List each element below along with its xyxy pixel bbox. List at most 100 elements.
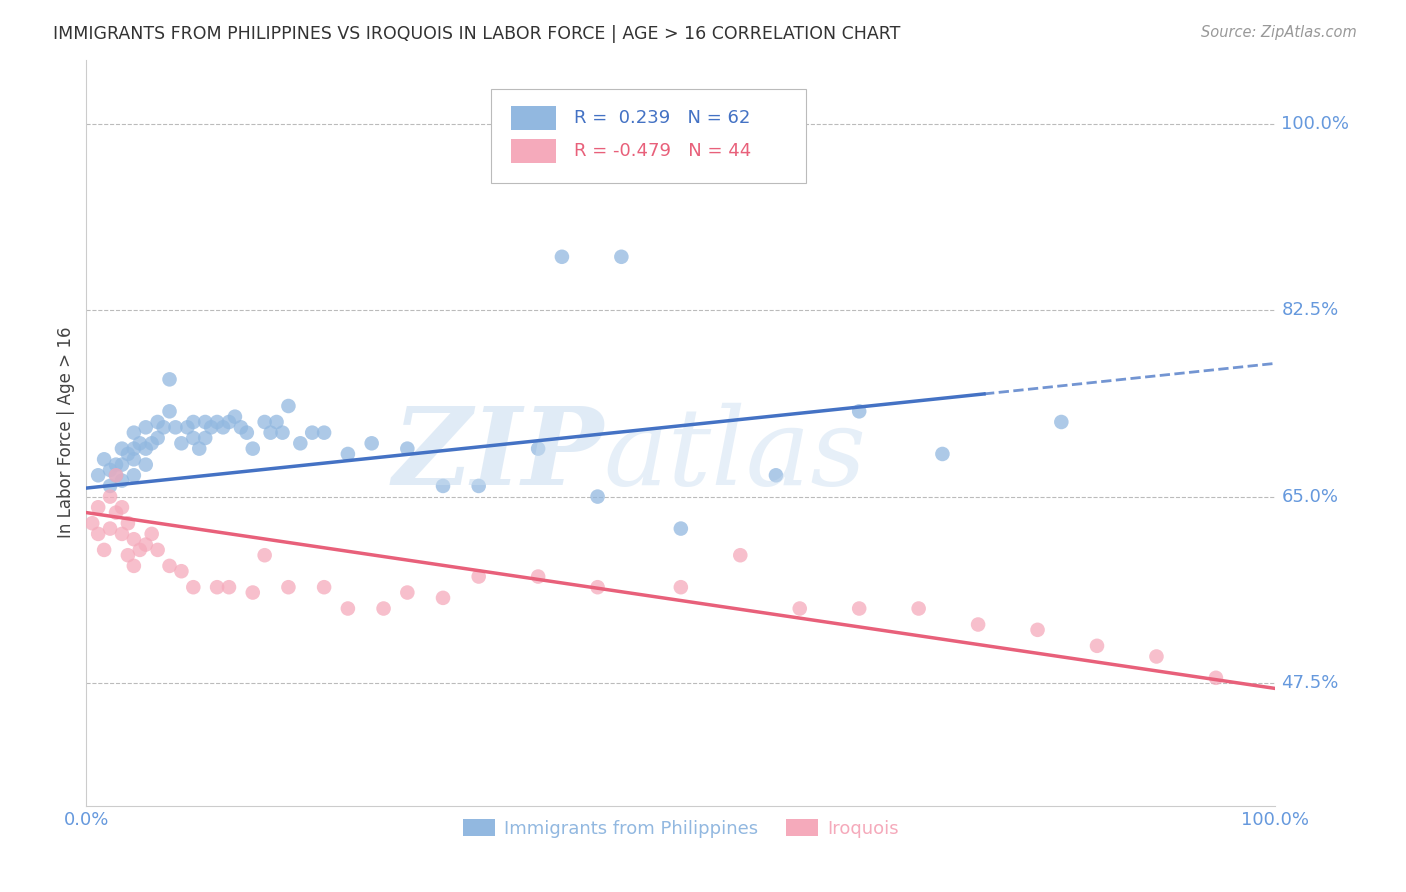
Point [111, 500, 134, 515]
Point [194, 431, 217, 445]
Point [128, 436, 150, 450]
Point [82, 516, 104, 531]
Point [205, 580, 228, 594]
Point [1205, 671, 1227, 685]
Point [218, 580, 240, 594]
Point [194, 415, 217, 429]
Point [135, 442, 157, 456]
Point [93, 542, 115, 557]
Point [336, 601, 359, 615]
Point [141, 436, 163, 450]
Point [146, 415, 169, 429]
Point [610, 250, 633, 264]
Point [789, 601, 811, 615]
Point [242, 442, 264, 456]
Point [87, 527, 110, 541]
Point [111, 474, 134, 488]
Point [200, 420, 222, 434]
Point [290, 436, 312, 450]
Point [467, 569, 489, 583]
Point [1026, 623, 1049, 637]
Point [271, 425, 294, 440]
Text: IMMIGRANTS FROM PHILIPPINES VS IROQUOIS IN LABOR FORCE | AGE > 16 CORRELATION CH: IMMIGRANTS FROM PHILIPPINES VS IROQUOIS … [53, 25, 901, 43]
Text: 100.0%: 100.0% [1281, 114, 1350, 133]
Point [907, 601, 929, 615]
Text: 47.5%: 47.5% [1281, 674, 1339, 692]
Point [277, 580, 299, 594]
Text: 65.0%: 65.0% [1281, 488, 1339, 506]
Text: R =  0.239   N = 62: R = 0.239 N = 62 [574, 109, 751, 127]
Point [396, 585, 419, 599]
Point [135, 538, 157, 552]
Point [669, 580, 692, 594]
Point [236, 425, 259, 440]
Text: ZIP: ZIP [392, 402, 603, 508]
Point [336, 447, 359, 461]
Point [141, 527, 163, 541]
Point [301, 425, 323, 440]
Point [1146, 649, 1168, 664]
Point [111, 527, 134, 541]
Legend: Immigrants from Philippines, Iroquois: Immigrants from Philippines, Iroquois [456, 812, 905, 846]
Point [181, 431, 204, 445]
Point [1050, 415, 1073, 429]
Point [135, 458, 157, 472]
Point [253, 548, 276, 562]
Point [135, 420, 157, 434]
Text: atlas: atlas [603, 402, 866, 508]
Point [586, 580, 609, 594]
Point [848, 404, 870, 418]
Point [159, 558, 181, 573]
Y-axis label: In Labor Force | Age > 16: In Labor Force | Age > 16 [58, 326, 75, 539]
Point [87, 468, 110, 483]
Point [98, 522, 121, 536]
Point [122, 558, 145, 573]
Point [122, 425, 145, 440]
Point [396, 442, 419, 456]
Point [242, 585, 264, 599]
Point [165, 420, 187, 434]
Point [373, 601, 395, 615]
Point [122, 442, 145, 456]
Point [170, 436, 193, 450]
Point [152, 420, 174, 434]
Point [146, 431, 169, 445]
Point [527, 442, 550, 456]
Point [765, 468, 787, 483]
Point [967, 617, 990, 632]
Point [188, 442, 211, 456]
Point [105, 458, 128, 472]
Point [122, 468, 145, 483]
Point [360, 436, 382, 450]
Point [586, 490, 609, 504]
Point [212, 420, 235, 434]
Point [314, 425, 336, 440]
Point [181, 580, 204, 594]
Point [253, 415, 276, 429]
FancyBboxPatch shape [491, 89, 806, 183]
Point [98, 463, 121, 477]
Point [122, 533, 145, 547]
Point [229, 420, 252, 434]
Point [122, 452, 145, 467]
Point [105, 468, 128, 483]
Point [159, 404, 181, 418]
Point [98, 479, 121, 493]
Point [170, 564, 193, 578]
Point [181, 415, 204, 429]
Point [93, 452, 115, 467]
Point [224, 409, 246, 424]
FancyBboxPatch shape [510, 106, 555, 129]
Point [117, 447, 139, 461]
Point [117, 548, 139, 562]
Point [314, 580, 336, 594]
Point [117, 516, 139, 531]
Point [432, 591, 454, 605]
Point [111, 442, 134, 456]
Point [266, 415, 288, 429]
Point [551, 250, 574, 264]
FancyBboxPatch shape [510, 139, 555, 163]
Text: 82.5%: 82.5% [1281, 301, 1339, 319]
Text: R = -0.479   N = 44: R = -0.479 N = 44 [574, 143, 751, 161]
Point [467, 479, 489, 493]
